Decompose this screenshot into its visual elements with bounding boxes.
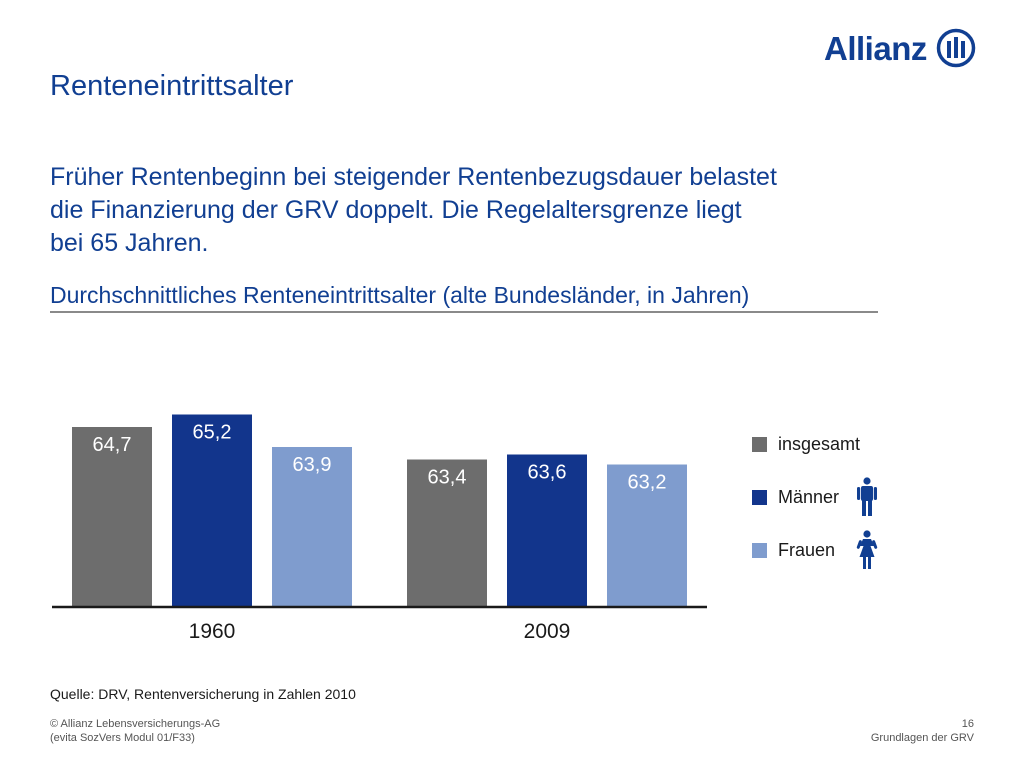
bar (407, 459, 487, 607)
title-divider (50, 311, 878, 313)
chart-title: Durchschnittliches Renteneintrittsalter … (50, 282, 750, 308)
headline-line: die Finanzierung der GRV doppelt. Die Re… (50, 196, 742, 224)
page-title: Renteneintrittsalter (50, 70, 294, 102)
footer-copyright: © Allianz Lebensversicherungs-AG (evita … (50, 717, 220, 745)
headline: Früher Rentenbeginn bei steigender Rente… (50, 161, 910, 260)
legend-swatch (752, 543, 767, 558)
chart-legend: insgesamt Männer Frauen (752, 432, 892, 582)
footer-line: (evita SozVers Modul 01/F33) (50, 732, 195, 744)
page-number: 16 (961, 718, 974, 730)
bar (607, 464, 687, 607)
data-label: 65,2 (193, 422, 232, 444)
category-label: 2009 (524, 620, 571, 643)
logo-wordmark: Allianz (824, 30, 927, 67)
legend-label: Frauen (778, 540, 836, 560)
legend-swatch (752, 490, 767, 505)
category-label: 1960 (189, 620, 236, 643)
headline-line: Früher Rentenbeginn bei steigender Rente… (50, 163, 777, 191)
allianz-eagle-mark-icon (936, 28, 976, 68)
legend-label: Männer (778, 487, 840, 507)
bar (172, 414, 252, 607)
bar-chart: 64,7 65,2 63,9 1960 63,4 63,6 63,2 2009 (52, 414, 707, 643)
woman-figure-icon (856, 530, 878, 569)
data-label: 63,6 (528, 462, 567, 484)
bar (272, 447, 352, 607)
data-label: 64,7 (93, 434, 132, 456)
man-figure-icon (857, 477, 877, 516)
section-name: Grundlagen der GRV (870, 732, 974, 744)
data-label: 63,9 (293, 454, 332, 476)
data-label: 63,4 (428, 467, 467, 489)
legend-swatch (752, 437, 767, 452)
footer-page-info: 16 Grundlagen der GRV (871, 717, 974, 745)
headline-line: bei 65 Jahren. (50, 229, 209, 257)
source-note: Quelle: DRV, Rentenversicherung in Zahle… (50, 686, 356, 702)
footer-line: © Allianz Lebensversicherungs-AG (50, 718, 221, 730)
allianz-logo: Allianz (824, 28, 976, 72)
legend-label: insgesamt (778, 434, 861, 454)
data-label: 63,2 (628, 472, 667, 494)
bar (507, 454, 587, 607)
bar (72, 427, 152, 607)
